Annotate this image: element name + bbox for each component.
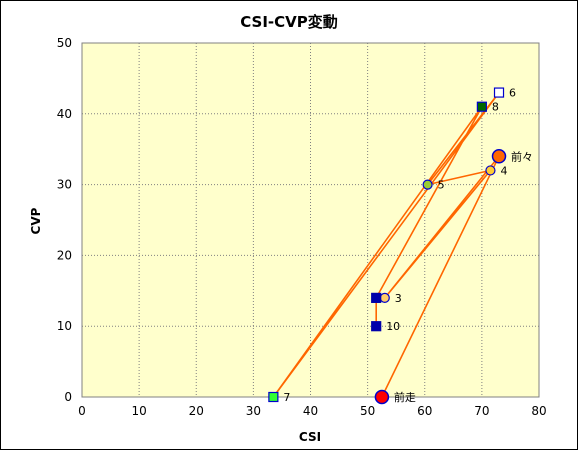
point-label: 7 [283,391,290,404]
point-label: 前々 [511,149,533,163]
point-marker [371,292,382,303]
point-marker [371,321,382,332]
connector-lines [272,92,500,398]
point-label: 6 [509,87,516,100]
x-tick-labels: 0 10 20 30 40 50 60 70 80 [78,404,546,418]
point-marker [476,101,487,112]
chart-title: CSI-CVP変動 [240,13,338,31]
y-tick-label: 40 [57,107,72,121]
x-axis-title: CSI [299,430,321,444]
point-label: 8 [492,101,499,114]
plot-border [81,42,540,398]
gridlines [82,43,539,397]
y-tick-label: 30 [57,178,72,192]
point-marker [491,149,507,164]
point-marker [422,179,433,190]
point-marker [379,292,390,303]
y-tick-label: 0 [64,390,72,404]
point-label: 10 [386,320,400,333]
y-tick-label: 20 [57,248,72,262]
x-tick-label: 10 [131,404,146,418]
x-tick-label: 30 [246,404,261,418]
series-line [272,92,500,398]
point-label: 4 [500,164,507,177]
x-tick-label: 70 [474,404,489,418]
y-tick-label: 50 [57,36,72,50]
data-points [268,87,507,405]
point-marker [485,165,496,176]
point-label: 3 [395,292,402,305]
y-tick-label: 10 [57,319,72,333]
point-label: 5 [438,179,445,192]
point-labels: 前走 前々 3 4 5 6 7 8 10 [283,87,533,404]
point-label: 前走 [394,390,416,404]
x-tick-label: 40 [303,404,318,418]
y-axis-title: CVP [29,207,43,234]
x-tick-label: 20 [189,404,204,418]
x-tick-label: 80 [531,404,546,418]
x-tick-label: 0 [78,404,86,418]
x-tick-label: 50 [360,404,375,418]
point-marker [374,389,390,405]
point-marker [268,391,279,403]
x-tick-label: 60 [417,404,432,418]
point-marker [493,87,505,98]
y-tick-labels: 0 10 20 30 40 50 [57,36,72,404]
